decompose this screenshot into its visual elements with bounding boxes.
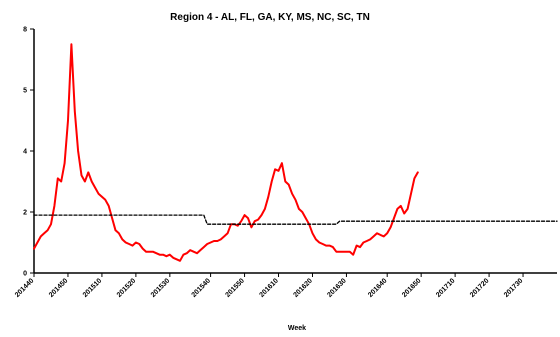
x-tick-label: 201630 — [326, 277, 348, 299]
y-ticks: 0 2 4 5 8 — [23, 27, 34, 278]
x-tick-label: 201730 — [503, 277, 525, 299]
x-ticks: 201440 201450 201510 201520 201530 201540 2015… — [14, 273, 525, 299]
x-tick-label: 201710 — [435, 277, 457, 299]
x-tick-label: 201530 — [150, 277, 172, 299]
x-tick-label: 201620 — [292, 277, 314, 299]
ili-series-line — [33, 43, 419, 262]
y-tick-label: 0 — [23, 271, 27, 278]
x-tick-label: 201640 — [367, 277, 389, 299]
baseline-series-line — [33, 214, 558, 225]
x-tick-label: 201610 — [258, 277, 280, 299]
x-tick-label: 201650 — [401, 277, 423, 299]
y-tick-label: 5 — [23, 88, 27, 95]
x-tick-label: 201720 — [469, 277, 491, 299]
x-tick-label: 201520 — [116, 277, 138, 299]
x-tick-label: 201540 — [191, 277, 213, 299]
x-axis-label: Week — [288, 325, 306, 332]
x-tick-label: 201440 — [14, 277, 36, 299]
y-tick-label: 4 — [23, 149, 27, 156]
x-tick-label: 201550 — [225, 277, 247, 299]
y-tick-label: 8 — [23, 27, 27, 34]
series-layer — [33, 43, 558, 262]
x-tick-label: 201510 — [82, 277, 104, 299]
x-tick-label: 201450 — [48, 277, 70, 299]
chart-title: Region 4 - AL, FL, GA, KY, MS, NC, SC, T… — [170, 12, 370, 23]
y-tick-label: 2 — [23, 210, 27, 217]
